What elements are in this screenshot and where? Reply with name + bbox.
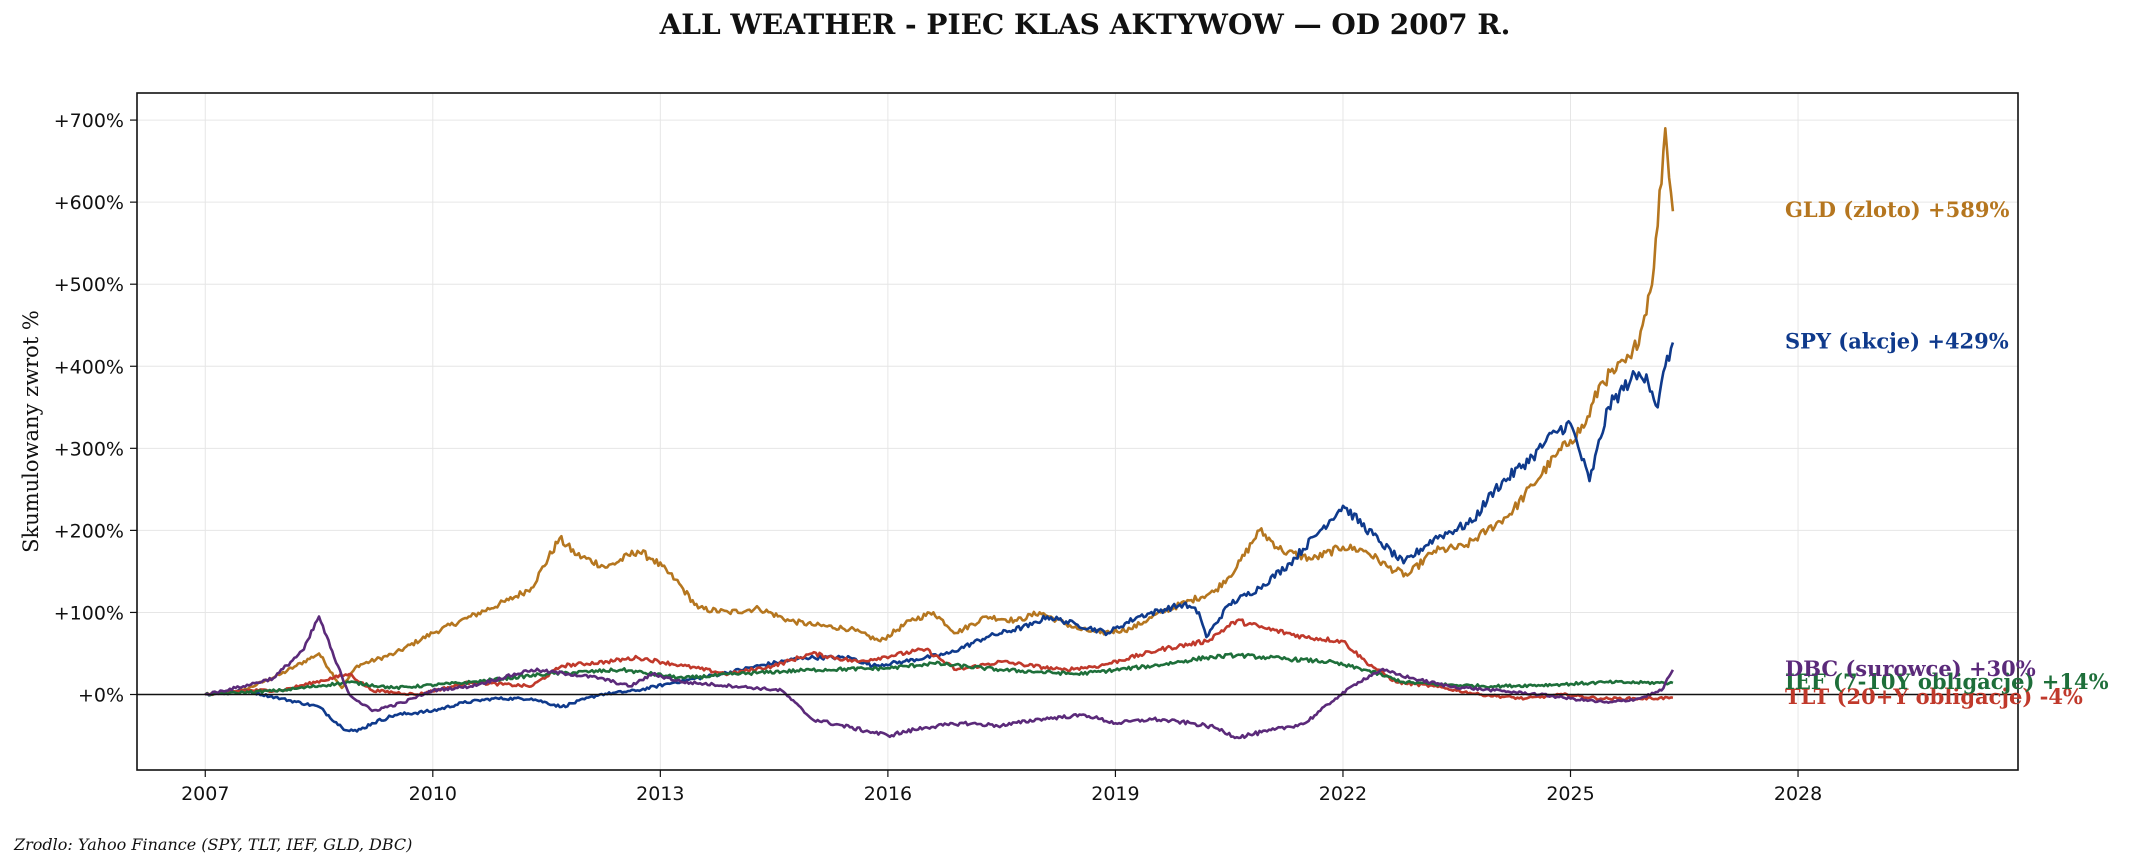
x-tick-label: 2013 xyxy=(636,783,684,805)
series-end-label: SPY (akcje) +429% xyxy=(1785,328,2009,353)
y-axis-label: Skumulowany zwrot % xyxy=(19,310,43,553)
y-tick-label: +100% xyxy=(54,602,124,624)
end-labels: GLD (zloto) +589% SPY (akcje) +429% TLT (2… xyxy=(1785,197,2109,709)
x-tick-label: 2016 xyxy=(864,783,912,805)
series-line xyxy=(204,615,1675,740)
y-axis: +0% +100% +200% +300% +400% +500% +600% +700% xyxy=(54,110,137,707)
y-tick-label: +400% xyxy=(54,356,124,378)
gridlines xyxy=(137,93,2018,770)
series-line xyxy=(204,342,1675,733)
y-tick-label: +700% xyxy=(54,110,124,132)
chart-title: ALL WEATHER - PIEC KLAS AKTYWOW — OD 200… xyxy=(659,8,1511,41)
source-note: Zrodlo: Yahoo Finance (SPY, TLT, IEF, GL… xyxy=(13,835,412,854)
y-tick-label: +0% xyxy=(78,685,124,707)
x-tick-label: 2010 xyxy=(409,783,457,805)
series-lines xyxy=(204,127,1675,740)
x-tick-label: 2019 xyxy=(1091,783,1139,805)
x-tick-label: 2028 xyxy=(1774,783,1822,805)
series-end-label: GLD (zloto) +589% xyxy=(1785,197,2009,222)
x-tick-label: 2025 xyxy=(1546,783,1594,805)
series-line xyxy=(204,652,1674,697)
y-tick-label: +500% xyxy=(54,274,124,296)
series-end-label: IEF (7-10Y obligacje) +14% xyxy=(1785,669,2109,694)
series-end-label: TLT (20+Y obligacje) -4% xyxy=(1785,684,2083,709)
x-axis: 2007 2010 2013 2016 2019 2022 2025 2028 xyxy=(181,770,1822,805)
x-tick-label: 2007 xyxy=(181,783,229,805)
x-tick-label: 2022 xyxy=(1319,783,1367,805)
series-end-label: DBC (surowce) +30% xyxy=(1785,656,2036,681)
series-line xyxy=(204,127,1675,696)
y-tick-label: +300% xyxy=(54,438,124,460)
y-tick-label: +600% xyxy=(54,192,124,214)
y-tick-label: +200% xyxy=(54,520,124,542)
plot-area xyxy=(136,92,2019,771)
